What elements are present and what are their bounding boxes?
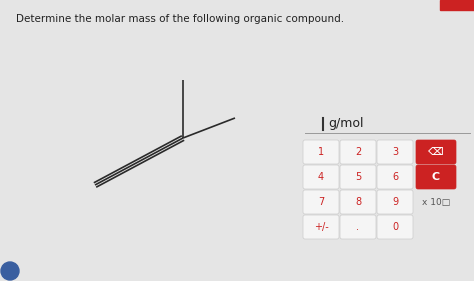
FancyBboxPatch shape [416, 165, 456, 189]
Text: 9: 9 [392, 197, 398, 207]
Text: 4: 4 [318, 172, 324, 182]
Text: ⌫: ⌫ [428, 147, 444, 157]
Text: .: . [356, 222, 359, 232]
Text: 8: 8 [355, 197, 361, 207]
FancyBboxPatch shape [340, 165, 376, 189]
FancyBboxPatch shape [303, 215, 339, 239]
Text: 1: 1 [318, 147, 324, 157]
FancyBboxPatch shape [303, 190, 339, 214]
Text: C: C [432, 172, 440, 182]
Text: 6: 6 [392, 172, 398, 182]
Text: 3: 3 [392, 147, 398, 157]
FancyBboxPatch shape [340, 140, 376, 164]
FancyBboxPatch shape [340, 190, 376, 214]
Text: 7: 7 [318, 197, 324, 207]
Text: g/mol: g/mol [328, 117, 364, 130]
FancyBboxPatch shape [303, 165, 339, 189]
FancyBboxPatch shape [303, 140, 339, 164]
FancyBboxPatch shape [340, 215, 376, 239]
Text: 0: 0 [392, 222, 398, 232]
FancyBboxPatch shape [377, 215, 413, 239]
FancyBboxPatch shape [377, 190, 413, 214]
Text: x 10□: x 10□ [422, 198, 450, 207]
Bar [440, 0, 474, 10]
Text: Determine the molar mass of the following organic compound.: Determine the molar mass of the followin… [16, 14, 344, 24]
FancyBboxPatch shape [416, 140, 456, 164]
Text: 5: 5 [355, 172, 361, 182]
Circle shape [1, 262, 19, 280]
FancyBboxPatch shape [377, 165, 413, 189]
Text: 2: 2 [355, 147, 361, 157]
Text: +/-: +/- [314, 222, 328, 232]
FancyBboxPatch shape [377, 140, 413, 164]
